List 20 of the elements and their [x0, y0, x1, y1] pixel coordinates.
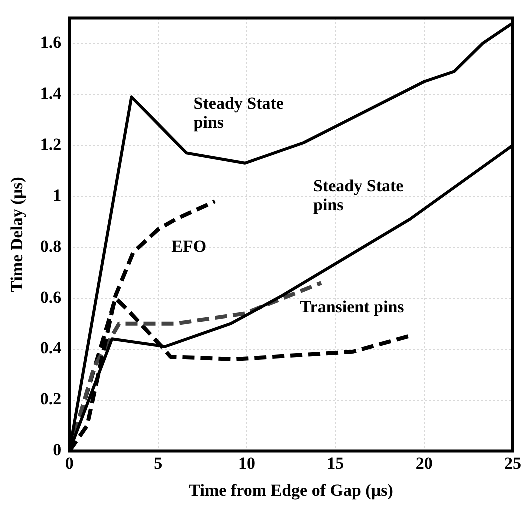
y-tick-label: 1.4: [40, 84, 62, 103]
x-tick-label: 5: [154, 454, 163, 473]
annotation: Transient pins: [300, 298, 405, 317]
x-axis-title: Time from Edge of Gap (µs): [189, 481, 394, 500]
y-tick-label: 0.6: [40, 288, 62, 307]
x-tick-label: 20: [416, 454, 433, 473]
y-tick-label: 0.2: [40, 390, 62, 409]
y-tick-label: 1.2: [40, 134, 62, 154]
y-axis-title: Time Delay (µs): [8, 177, 27, 292]
x-tick-label: 15: [327, 454, 344, 473]
x-tick-label: 10: [238, 454, 256, 473]
y-tick-label: 1: [53, 186, 62, 205]
annotation: EFO: [172, 236, 207, 256]
y-tick-label: 0.4: [40, 338, 62, 358]
annotation: Steady State pins: [313, 176, 404, 214]
annotation: Steady State pins: [194, 94, 284, 132]
y-tick-label: 0: [53, 440, 62, 460]
y-tick-label: 1.6: [40, 33, 62, 52]
y-tick-label: 0.8: [40, 236, 62, 256]
x-tick-label: 25: [504, 454, 522, 473]
